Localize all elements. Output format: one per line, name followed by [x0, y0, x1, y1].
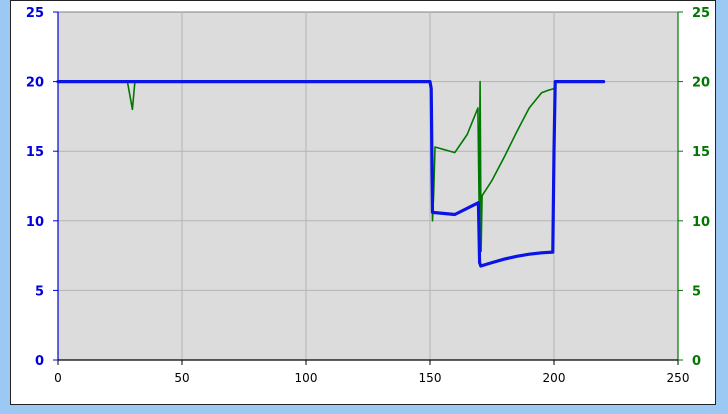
- chart-frame: 0 50 100 150 200 250 0 5 10 15 20 25 0 5 10 15 20 25: [10, 0, 716, 405]
- y-right-tick-label: 15: [692, 145, 710, 160]
- series-lines: [56, 79, 606, 268]
- y-left-tick-label: 20: [26, 76, 44, 91]
- y-left-tick-label: 10: [26, 215, 44, 230]
- y-left-tick-label: 0: [35, 354, 44, 369]
- y-right-tick-label: 0: [692, 354, 701, 369]
- series-line-left-axis: [56, 79, 606, 268]
- x-tick-label: 100: [295, 371, 318, 385]
- x-tick-label: 200: [543, 371, 566, 385]
- y-left-tick-label: 25: [26, 6, 44, 21]
- y-right-tick-label: 20: [692, 76, 710, 91]
- x-tick-label: 50: [174, 371, 189, 385]
- y-left-tick-label: 5: [35, 284, 44, 299]
- x-tick-label: 0: [54, 371, 62, 385]
- y-right-tick-label: 5: [692, 284, 701, 299]
- y-right-tick-label: 10: [692, 215, 710, 230]
- axes: [53, 11, 683, 365]
- y-left-tick-label: 15: [26, 145, 44, 160]
- y-right-tick-label: 25: [692, 6, 710, 21]
- x-tick-label: 150: [419, 371, 442, 385]
- plot-area: [57, 11, 679, 361]
- x-tick-label: 250: [667, 371, 690, 385]
- gridlines: [58, 12, 678, 360]
